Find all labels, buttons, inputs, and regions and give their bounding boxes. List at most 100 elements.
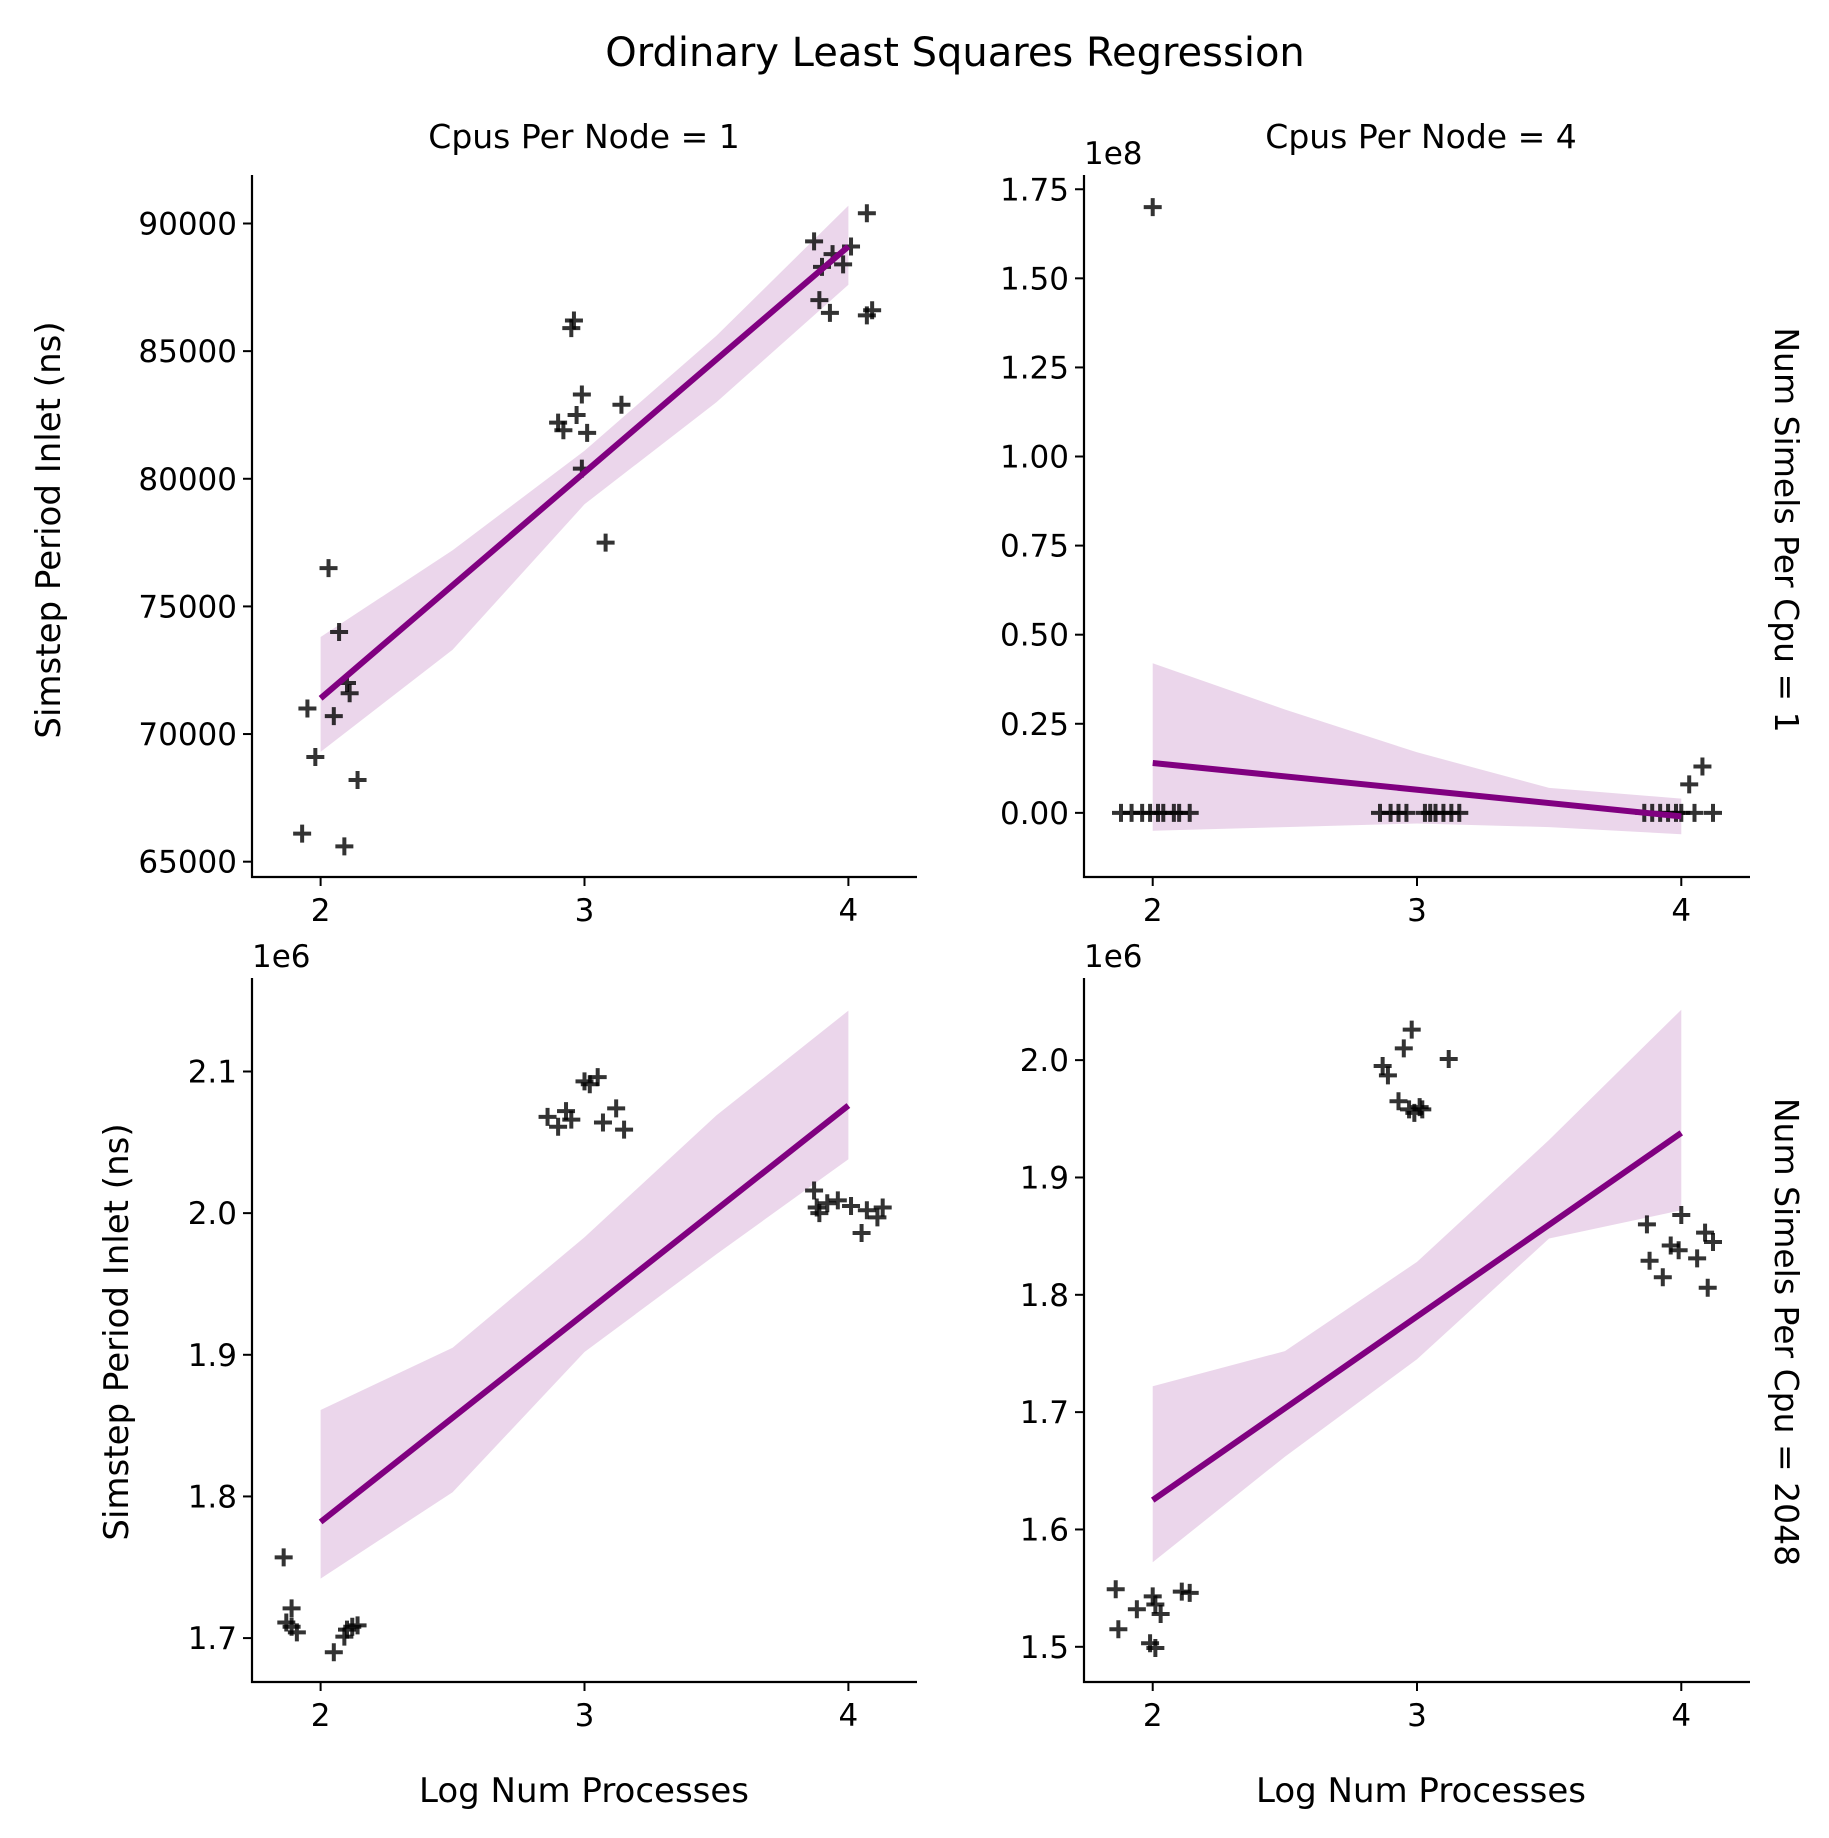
y-tick-label: 1.75 [1000, 172, 1069, 208]
data-point [810, 291, 829, 310]
data-point [538, 1107, 557, 1126]
data-point [1413, 1100, 1432, 1119]
data-point [842, 1197, 861, 1216]
y-tick-label: 65000 [138, 845, 237, 881]
data-point [324, 707, 343, 726]
axis-spines [250, 175, 917, 879]
data-point [1439, 1049, 1458, 1068]
data-point [828, 1191, 847, 1210]
regression-line [1152, 759, 1682, 820]
data-point [274, 1548, 293, 1567]
x-axis-label-left: Log Num Processes [419, 1771, 749, 1811]
y-axis-label-top: Simstep Period Inlet (ns) [29, 321, 69, 738]
data-point [1450, 803, 1469, 822]
y-tick-label: 0.50 [1000, 618, 1069, 654]
y-tick-label: 1.5 [1020, 1630, 1069, 1666]
x-tick-label: 3 [1407, 893, 1427, 929]
panel-4: 1.5 1.6 1.7 1.8 1.9 2.0 2 3 4 1e6 [1020, 939, 1750, 1734]
data-point [1146, 1638, 1165, 1657]
regression-line [318, 1103, 851, 1525]
data-point [1394, 1039, 1413, 1058]
confidence-band [1152, 663, 1682, 835]
data-point [805, 232, 824, 251]
data-point [1704, 1233, 1722, 1251]
data-point [810, 1204, 829, 1223]
data-point [1373, 1057, 1392, 1075]
data-point [615, 1120, 634, 1139]
y-tick-label: 1.25 [1000, 350, 1069, 386]
data-point [319, 559, 338, 578]
data-point [298, 699, 317, 718]
column-title-1: Cpus Per Node = 1 [428, 117, 739, 156]
data-point [593, 1113, 612, 1132]
y-offset-label: 1e8 [1084, 136, 1143, 172]
y-tick-label: 2.1 [188, 1054, 237, 1090]
y-tick-label: 0.00 [1000, 796, 1069, 832]
y-tick-label: 1.7 [188, 1621, 237, 1657]
data-point [340, 684, 359, 703]
panel-1: 65000 70000 75000 80000 85000 90000 2 3 4 [138, 175, 917, 929]
data-point [549, 1117, 568, 1136]
data-point [873, 1198, 892, 1217]
x-tick-label: 4 [839, 1698, 859, 1734]
confidence-band [320, 205, 849, 752]
x-tick-label: 3 [575, 893, 595, 929]
data-point [607, 1099, 626, 1118]
data-point [324, 1643, 343, 1662]
column-title-2: Cpus Per Node = 4 [1265, 117, 1576, 156]
data-point [1180, 1583, 1199, 1602]
data-point [348, 770, 367, 789]
data-point [612, 395, 631, 414]
y-tick-label: 2.0 [1020, 1043, 1069, 1079]
x-tick-label: 4 [839, 893, 859, 929]
data-point [330, 622, 349, 641]
data-point [1688, 1249, 1707, 1268]
data-point [1669, 1241, 1688, 1260]
data-point [818, 1194, 837, 1213]
data-point [1693, 757, 1712, 776]
data-point [1402, 1020, 1421, 1039]
x-tick-label: 4 [1671, 893, 1691, 929]
regression-line [1151, 1130, 1683, 1503]
x-tick-label: 2 [311, 1698, 331, 1734]
row-title-2: Num Simels Per Cpu = 2048 [1767, 1098, 1806, 1566]
data-point [567, 405, 586, 424]
x-axis-label-right: Log Num Processes [1256, 1771, 1586, 1811]
row-title-1: Num Simels Per Cpu = 1 [1767, 327, 1806, 732]
x-tick-label: 2 [311, 893, 331, 929]
x-tick-label: 3 [575, 1698, 595, 1734]
y-tick-label: 1.50 [1000, 261, 1069, 297]
data-point [857, 1201, 876, 1220]
y-tick-label: 1.8 [188, 1479, 237, 1515]
data-point [1378, 1066, 1397, 1085]
data-point [1704, 803, 1722, 822]
y-tick-label: 1.00 [1000, 440, 1069, 476]
x-tick-label: 3 [1407, 1698, 1427, 1734]
y-tick-label: 90000 [138, 207, 237, 243]
data-point [805, 1181, 824, 1200]
y-tick-label: 70000 [138, 717, 237, 753]
y-tick-label: 1.9 [188, 1338, 237, 1374]
y-axis-label-bottom: Simstep Period Inlet (ns) [97, 1123, 137, 1540]
data-point [578, 423, 597, 442]
data-point [562, 1110, 581, 1129]
y-tick-label: 0.25 [1000, 707, 1069, 743]
data-point [348, 1616, 367, 1635]
data-point [1672, 1206, 1691, 1225]
data-point [1696, 1223, 1715, 1242]
confidence-band [1152, 1009, 1682, 1563]
confidence-band [320, 1010, 849, 1579]
data-point [596, 533, 615, 552]
y-tick-label: 80000 [138, 462, 237, 498]
y-tick-label: 1.6 [1020, 1512, 1069, 1548]
data-point [572, 385, 591, 404]
data-point [1109, 1620, 1128, 1639]
x-tick-label: 2 [1143, 1698, 1163, 1734]
y-tick-label: 75000 [138, 589, 237, 625]
figure-title: Ordinary Least Squares Regression [605, 30, 1305, 76]
regression-line [318, 244, 851, 701]
data-point [287, 1623, 306, 1642]
y-offset-label: 1e6 [1084, 939, 1143, 975]
y-tick-label: 85000 [138, 334, 237, 370]
data-point [1143, 198, 1162, 217]
